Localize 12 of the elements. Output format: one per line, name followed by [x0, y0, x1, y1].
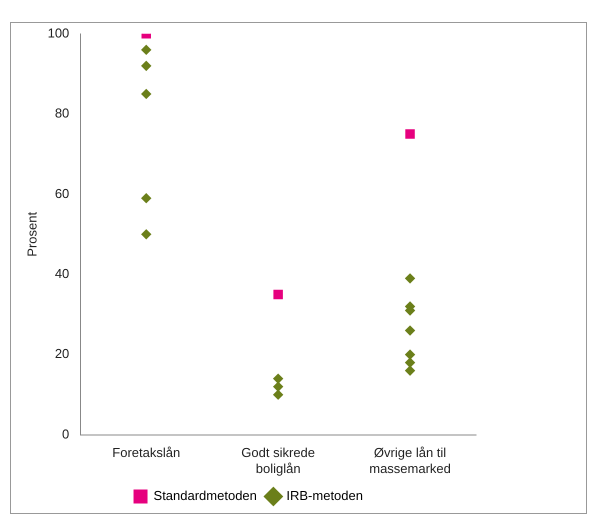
- legend-label: Standardmetoden: [154, 488, 257, 504]
- y-tick-label: 40: [54, 266, 70, 281]
- legend-label: IRB-metoden: [286, 488, 363, 504]
- y-tick-label: 20: [54, 346, 70, 362]
- x-tick-label: Foretakslån: [112, 445, 180, 460]
- y-axis-title: Prosent: [24, 212, 40, 257]
- x-tick-label: Godt sikrede boliglån: [241, 445, 315, 476]
- y-tick-label: 80: [54, 106, 70, 121]
- x-tick-label: Øvrige lån til massemarked: [369, 445, 451, 476]
- y-tick-label: 60: [54, 186, 70, 201]
- y-tick-label: 100: [48, 25, 70, 40]
- y-tick-label: 0: [62, 426, 70, 442]
